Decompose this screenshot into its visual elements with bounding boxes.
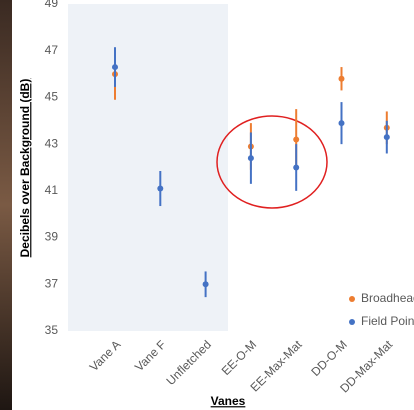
y-tick-label: 47 (45, 43, 59, 57)
y-tick-label: 45 (45, 90, 59, 104)
data-point (203, 281, 209, 287)
x-axis-title: Vanes (211, 394, 246, 408)
data-point (339, 76, 345, 82)
y-tick-label: 49 (45, 0, 59, 10)
y-tick-label: 35 (45, 323, 59, 337)
y-tick-label: 43 (45, 136, 59, 150)
photo-edge (0, 0, 12, 410)
legend-marker (349, 296, 355, 302)
y-tick-label: 39 (45, 230, 59, 244)
data-point (293, 136, 299, 142)
data-point (339, 120, 345, 126)
data-point (112, 64, 118, 70)
y-tick-label: 41 (45, 183, 59, 197)
data-point (248, 155, 254, 161)
legend-marker (349, 319, 355, 325)
legend-label: Broadhead (361, 291, 414, 305)
data-point (293, 165, 299, 171)
y-axis-title: Decibels over Background (dB) (18, 79, 32, 258)
legend-label: Field Point (361, 314, 414, 328)
chart: Decibels over Background (dB) Vanes 35 37… (0, 0, 414, 410)
data-point (384, 134, 390, 140)
y-tick-label: 37 (45, 276, 59, 290)
data-point (157, 186, 163, 192)
